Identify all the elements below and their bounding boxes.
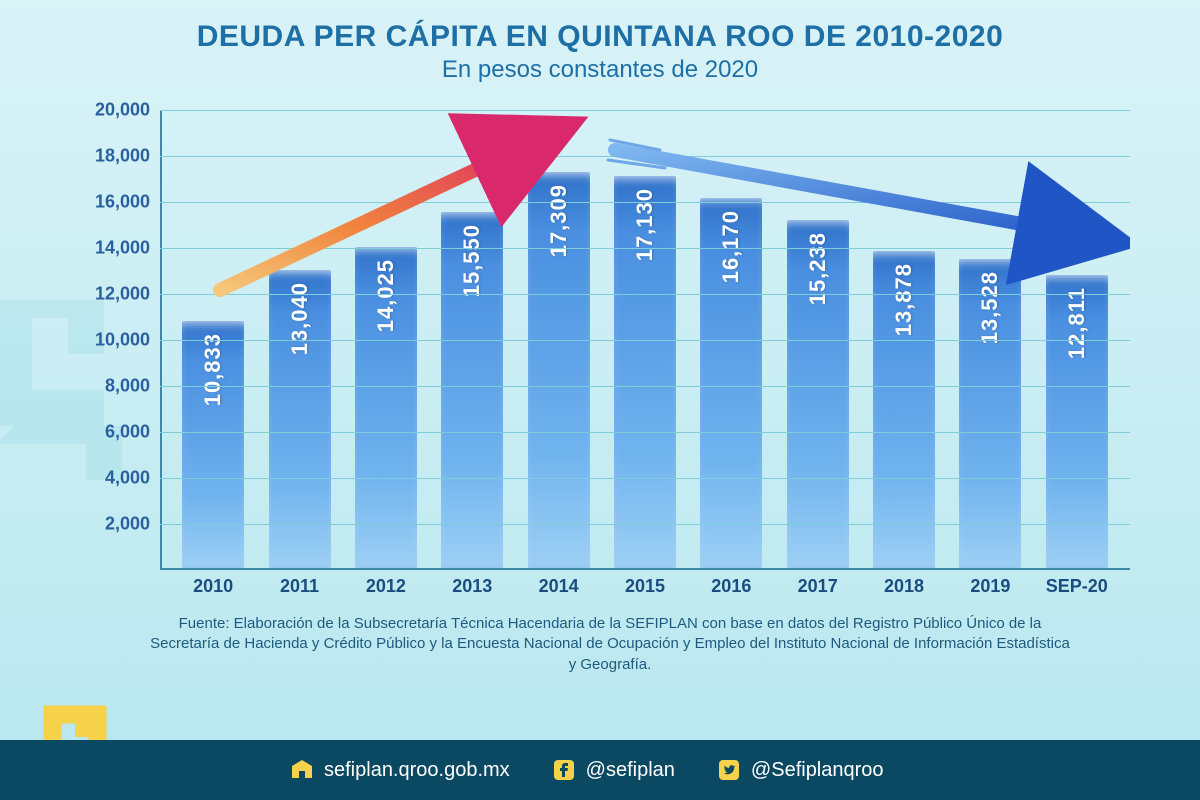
footer-facebook: @sefiplan xyxy=(552,758,675,782)
gridline xyxy=(160,294,1130,295)
x-axis xyxy=(160,568,1130,570)
bar: 10,833 xyxy=(182,321,244,570)
bar-column: 17,309 xyxy=(528,172,590,570)
facebook-icon xyxy=(552,758,576,782)
bar: 16,170 xyxy=(700,198,762,570)
gridline xyxy=(160,478,1130,479)
bar-column: 12,811 xyxy=(1046,275,1108,570)
x-tick-label: 2012 xyxy=(355,576,417,597)
bar-value-label: 15,550 xyxy=(459,224,485,297)
bar-value-label: 17,309 xyxy=(546,184,572,257)
gridline xyxy=(160,524,1130,525)
chart-subtitle: En pesos constantes de 2020 xyxy=(0,56,1200,84)
x-tick-label: 2018 xyxy=(873,576,935,597)
x-tick-label: 2016 xyxy=(700,576,762,597)
bar-value-label: 13,878 xyxy=(891,263,917,336)
bar-column: 13,040 xyxy=(269,270,331,570)
y-tick-label: 12,000 xyxy=(95,284,150,305)
x-tick-label: 2019 xyxy=(959,576,1021,597)
y-tick-label: 14,000 xyxy=(95,238,150,259)
bar-column: 15,550 xyxy=(441,212,503,570)
source-text: Fuente: Elaboración de la Subsecretaría … xyxy=(150,614,1070,675)
gridline xyxy=(160,432,1130,433)
footer-twitter-text: @Sefiplanqroo xyxy=(751,759,884,782)
y-tick-label: 6,000 xyxy=(105,422,150,443)
footer-bar: sefiplan.qroo.gob.mx @sefiplan @Sefiplan… xyxy=(0,740,1200,800)
footer-twitter: @Sefiplanqroo xyxy=(717,758,884,782)
x-tick-label: 2011 xyxy=(269,576,331,597)
bar-value-label: 14,025 xyxy=(373,259,399,332)
bar-column: 17,130 xyxy=(614,176,676,570)
bar-column: 13,878 xyxy=(873,251,935,570)
y-tick-label: 18,000 xyxy=(95,146,150,167)
bar: 17,309 xyxy=(528,172,590,570)
bar: 17,130 xyxy=(614,176,676,570)
bar: 14,025 xyxy=(355,247,417,570)
y-tick-label: 10,000 xyxy=(95,330,150,351)
footer-website-text: sefiplan.qroo.gob.mx xyxy=(324,759,510,782)
bar: 15,550 xyxy=(441,212,503,570)
bar: 12,811 xyxy=(1046,275,1108,570)
bar-column: 16,170 xyxy=(700,198,762,570)
chart-title: DEUDA PER CÁPITA EN QUINTANA ROO DE 2010… xyxy=(0,20,1200,54)
x-tick-label: SEP-20 xyxy=(1046,576,1108,597)
bar-column: 10,833 xyxy=(182,321,244,570)
x-tick-label: 2017 xyxy=(787,576,849,597)
bar-column: 14,025 xyxy=(355,247,417,570)
bar: 13,040 xyxy=(269,270,331,570)
gridline xyxy=(160,202,1130,203)
globe-icon xyxy=(290,758,314,782)
x-tick-label: 2013 xyxy=(441,576,503,597)
title-block: DEUDA PER CÁPITA EN QUINTANA ROO DE 2010… xyxy=(0,0,1200,84)
bar-value-label: 17,130 xyxy=(632,188,658,261)
footer-website: sefiplan.qroo.gob.mx xyxy=(290,758,510,782)
footer-facebook-text: @sefiplan xyxy=(586,759,675,782)
gridline xyxy=(160,156,1130,157)
y-tick-label: 4,000 xyxy=(105,468,150,489)
chart-area: 10,833 13,040 14,025 15,550 17,309 17,130 16,1… xyxy=(70,100,1150,650)
x-tick-label: 2014 xyxy=(528,576,590,597)
bar-value-label: 12,811 xyxy=(1064,287,1090,359)
bar-value-label: 10,833 xyxy=(200,333,226,406)
y-tick-label: 2,000 xyxy=(105,514,150,535)
gridline xyxy=(160,340,1130,341)
bar-value-label: 13,528 xyxy=(977,271,1003,344)
gridline xyxy=(160,248,1130,249)
twitter-icon xyxy=(717,758,741,782)
y-tick-label: 20,000 xyxy=(95,100,150,121)
bar: 15,238 xyxy=(787,220,849,570)
bar-column: 15,238 xyxy=(787,220,849,570)
y-tick-label: 8,000 xyxy=(105,376,150,397)
gridline xyxy=(160,386,1130,387)
x-tick-label: 2015 xyxy=(614,576,676,597)
bar: 13,878 xyxy=(873,251,935,570)
y-tick-label: 16,000 xyxy=(95,192,150,213)
x-labels: 2010 2011 2012 2013 2014 2015 2016 2017 2018 2019… xyxy=(160,576,1130,597)
gridline xyxy=(160,110,1130,111)
plot-region: 10,833 13,040 14,025 15,550 17,309 17,130 16,1… xyxy=(160,110,1130,570)
bar-value-label: 16,170 xyxy=(718,210,744,283)
x-tick-label: 2010 xyxy=(182,576,244,597)
